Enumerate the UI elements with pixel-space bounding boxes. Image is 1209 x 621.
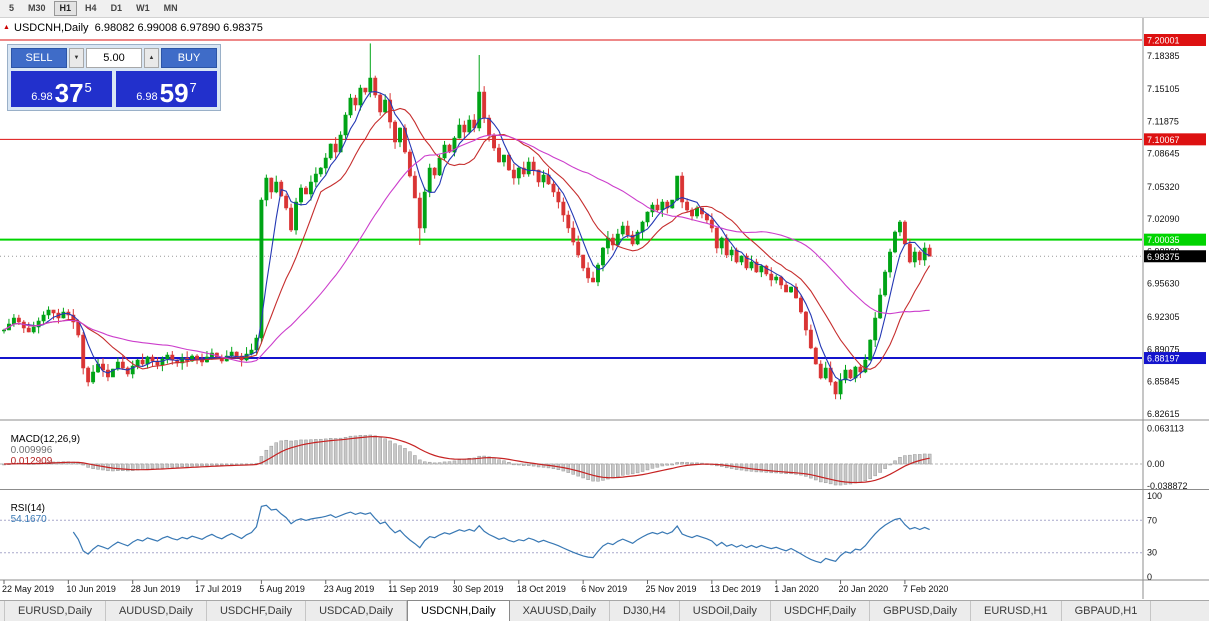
volume-increase-button[interactable]: ▲ — [144, 48, 159, 68]
svg-text:6.92305: 6.92305 — [1147, 312, 1180, 322]
rsi-indicator-label: RSI(14) 54.1670 — [5, 492, 47, 525]
svg-text:1 Jan 2020: 1 Jan 2020 — [774, 584, 819, 594]
svg-text:20 Jan 2020: 20 Jan 2020 — [839, 584, 889, 594]
ask-price-display[interactable]: 6.98 59 7 — [116, 71, 217, 107]
timeframe-button-w1[interactable]: W1 — [136, 3, 150, 13]
bid-price-prefix: 6.98 — [31, 91, 53, 103]
moving-averages-layer — [3, 91, 931, 382]
bid-price-big-digits: 37 — [54, 78, 84, 108]
svg-text:23 Aug 2019: 23 Aug 2019 — [324, 584, 375, 594]
svg-text:30 Sep 2019: 30 Sep 2019 — [452, 584, 503, 594]
timeframe-toolbar: 5 M30 H1 H4 D1 W1 MN — [0, 0, 1209, 18]
price-axis[interactable] — [1143, 18, 1209, 580]
svg-text:18 Oct 2019: 18 Oct 2019 — [517, 584, 566, 594]
macd-indicator-label: MACD(12,26,9) 0.009996 0.012909 — [5, 423, 80, 467]
svg-text:17 Jul 2019: 17 Jul 2019 — [195, 584, 242, 594]
chart-tab-dj30-h4[interactable]: DJ30,H4 — [610, 601, 680, 621]
rsi-name: RSI(14) — [10, 503, 46, 514]
svg-text:11 Sep 2019: 11 Sep 2019 — [388, 584, 438, 594]
chart-background — [0, 18, 1209, 600]
svg-text:22 May 2019: 22 May 2019 — [2, 584, 54, 594]
svg-text:7.18385: 7.18385 — [1147, 51, 1180, 61]
timeframe-button-h1[interactable]: H1 — [53, 1, 78, 16]
svg-text:70: 70 — [1147, 515, 1157, 525]
time-axis-labels: 22 May 2019 10 Jun 2019 28 Jun 2019 17 Jul … — [2, 580, 948, 594]
chart-title: USDCNH,Daily 6.98082 6.99008 6.97890 6.9… — [14, 22, 263, 34]
ask-price-big-digits: 59 — [159, 78, 189, 108]
chart-tab-bar: EURUSD,Daily AUDUSD,Daily USDCHF,Daily USDC… — [0, 600, 1209, 621]
svg-text:7.08645: 7.08645 — [1147, 149, 1180, 159]
chart-tab-usdchf-daily[interactable]: USDCHF,Daily — [771, 601, 871, 621]
buy-button[interactable]: BUY — [161, 48, 217, 68]
volume-decrease-button[interactable]: ▼ — [69, 48, 84, 68]
svg-text:7.10067: 7.10067 — [1147, 135, 1180, 145]
macd-main-value: 0.009996 — [10, 445, 53, 456]
ask-price-pip-digit: 7 — [189, 80, 197, 95]
svg-text:6.98375: 6.98375 — [1147, 252, 1180, 262]
chart-tab-usdchf-daily[interactable]: USDCHF,Daily — [207, 601, 307, 621]
chart-tab-usdcad-daily[interactable]: USDCAD,Daily — [306, 601, 408, 621]
svg-text:10 Jun 2019: 10 Jun 2019 — [66, 584, 116, 594]
svg-text:6.85845: 6.85845 — [1147, 377, 1180, 387]
chart-tab-gbpusd-daily[interactable]: GBPUSD,Daily — [870, 601, 972, 621]
chart-tab-gbpaud-h1[interactable]: GBPAUD,H1 — [1062, 601, 1152, 621]
volume-input[interactable] — [86, 48, 142, 68]
chart-tab-usdoil-daily[interactable]: USDOil,Daily — [680, 601, 771, 621]
svg-text:0: 0 — [1147, 572, 1152, 582]
macd-name: MACD(12,26,9) — [10, 434, 81, 445]
chart-tab-usdcnh-daily[interactable]: USDCNH,Daily — [407, 600, 510, 621]
svg-text:13 Dec 2019: 13 Dec 2019 — [710, 584, 761, 594]
chart-marker-icon: ▲ — [3, 24, 10, 31]
svg-text:6.95630: 6.95630 — [1147, 279, 1180, 289]
svg-text:6.89075: 6.89075 — [1147, 344, 1180, 354]
timeframe-button-h4[interactable]: H4 — [85, 3, 97, 13]
svg-text:7.15105: 7.15105 — [1147, 84, 1180, 94]
svg-text:6 Nov 2019: 6 Nov 2019 — [581, 584, 627, 594]
chart-tab-eurusd-h1[interactable]: EURUSD,H1 — [971, 601, 1062, 621]
bid-price-pip-digit: 5 — [84, 80, 92, 95]
chart-tab-audusd-daily[interactable]: AUDUSD,Daily — [106, 601, 207, 621]
macd-signal-value: 0.012909 — [10, 456, 53, 467]
timeframe-button-5[interactable]: 5 — [9, 3, 15, 13]
svg-text:7.02090: 7.02090 — [1147, 214, 1180, 224]
svg-text:6.82615: 6.82615 — [1147, 409, 1180, 419]
svg-text:5 Aug 2019: 5 Aug 2019 — [259, 584, 305, 594]
sell-button[interactable]: SELL — [11, 48, 67, 68]
ask-price-prefix: 6.98 — [136, 91, 158, 103]
rsi-layer — [0, 504, 1142, 564]
svg-text:0.00: 0.00 — [1147, 459, 1165, 469]
bid-price-display[interactable]: 6.98 37 5 — [11, 71, 112, 107]
macd-layer — [0, 434, 1142, 486]
rsi-value: 54.1670 — [10, 514, 47, 525]
svg-text:100: 100 — [1147, 491, 1162, 501]
svg-text:7.11875: 7.11875 — [1147, 116, 1179, 126]
timeframe-button-m30[interactable]: M30 — [28, 3, 46, 13]
panel-separators — [0, 18, 1209, 599]
trade-panel-controls: SELL ▼ ▲ BUY — [11, 48, 217, 68]
chart-tab-eurusd-daily[interactable]: EURUSD,Daily — [4, 601, 106, 621]
one-click-trading-panel: SELL ▼ ▲ BUY 6.98 37 5 6.98 59 7 — [7, 44, 221, 111]
svg-text:0.063113: 0.063113 — [1147, 424, 1184, 434]
svg-text:7.05320: 7.05320 — [1147, 182, 1180, 192]
price-axis-tags: 7.20001 7.10067 7.00035 6.88197 6.98375 — [1144, 34, 1206, 365]
svg-text:30: 30 — [1147, 548, 1157, 558]
timeframe-button-mn[interactable]: MN — [163, 3, 178, 13]
svg-text:7.00035: 7.00035 — [1147, 235, 1180, 245]
svg-text:7.20001: 7.20001 — [1147, 36, 1180, 46]
svg-text:7 Feb 2020: 7 Feb 2020 — [903, 584, 949, 594]
candles-layer — [2, 43, 932, 400]
timeframe-button-d1[interactable]: D1 — [110, 3, 123, 13]
chart-tab-xauusd-daily[interactable]: XAUUSD,Daily — [510, 601, 610, 621]
trade-panel-prices: 6.98 37 5 6.98 59 7 — [11, 71, 217, 107]
time-axis[interactable] — [0, 580, 1143, 599]
svg-text:6.88197: 6.88197 — [1147, 354, 1180, 364]
svg-text:25 Nov 2019: 25 Nov 2019 — [646, 584, 697, 594]
svg-text:-0.038872: -0.038872 — [1147, 481, 1188, 491]
svg-text:28 Jun 2019: 28 Jun 2019 — [131, 584, 181, 594]
